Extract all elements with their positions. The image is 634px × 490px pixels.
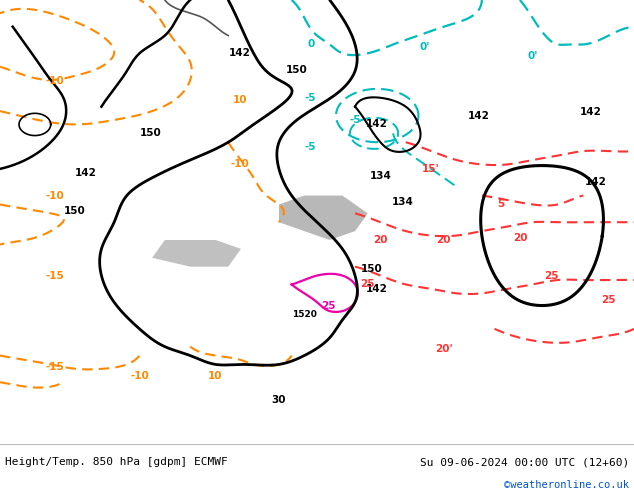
Polygon shape: [368, 0, 482, 71]
Polygon shape: [533, 0, 634, 53]
Text: 150: 150: [140, 128, 162, 138]
Text: Su 09-06-2024 00:00 UTC (12+60): Su 09-06-2024 00:00 UTC (12+60): [420, 457, 629, 467]
Text: 142: 142: [366, 120, 388, 129]
Text: 142: 142: [75, 169, 96, 178]
Text: 5: 5: [497, 199, 505, 209]
Text: 142: 142: [366, 284, 388, 294]
Text: 20': 20': [435, 344, 453, 354]
Text: 25: 25: [602, 295, 616, 305]
Text: -15: -15: [46, 270, 65, 281]
Polygon shape: [279, 0, 355, 53]
Polygon shape: [456, 258, 545, 284]
Text: 0: 0: [307, 39, 314, 49]
Text: 134: 134: [392, 197, 413, 207]
Text: -5: -5: [305, 142, 316, 152]
Text: 20: 20: [513, 233, 527, 243]
Polygon shape: [279, 196, 368, 240]
Text: -10: -10: [46, 76, 65, 86]
Text: 15': 15': [422, 164, 440, 174]
Text: 142: 142: [468, 111, 489, 121]
Text: 30: 30: [272, 395, 286, 405]
Text: 150: 150: [286, 65, 307, 75]
Text: 20: 20: [373, 235, 387, 245]
Text: 142: 142: [585, 177, 607, 187]
Text: 25: 25: [361, 279, 375, 290]
Text: -10: -10: [46, 191, 65, 200]
Text: Height/Temp. 850 hPa [gdpm] ECMWF: Height/Temp. 850 hPa [gdpm] ECMWF: [5, 457, 228, 467]
Text: 134: 134: [370, 171, 391, 180]
Text: 150: 150: [361, 264, 383, 274]
Text: -15: -15: [46, 362, 65, 371]
Text: 0': 0': [420, 42, 430, 51]
Text: ©weatheronline.co.uk: ©weatheronline.co.uk: [504, 480, 629, 490]
Text: 1520: 1520: [292, 310, 317, 319]
Text: 20: 20: [437, 235, 451, 245]
Text: 150: 150: [64, 206, 86, 216]
Text: 0': 0': [527, 51, 538, 61]
Text: 142: 142: [580, 107, 602, 117]
Text: -10: -10: [130, 370, 149, 381]
Text: -10: -10: [230, 159, 249, 170]
Polygon shape: [190, 267, 456, 346]
Text: 142: 142: [229, 49, 250, 58]
Text: -5: -5: [305, 93, 316, 103]
Text: 10: 10: [233, 95, 247, 105]
Polygon shape: [0, 0, 279, 169]
Text: 25: 25: [545, 270, 559, 281]
Text: 25: 25: [321, 301, 335, 311]
Text: -5: -5: [349, 115, 361, 125]
Text: 10: 10: [209, 370, 223, 381]
Polygon shape: [152, 240, 241, 267]
